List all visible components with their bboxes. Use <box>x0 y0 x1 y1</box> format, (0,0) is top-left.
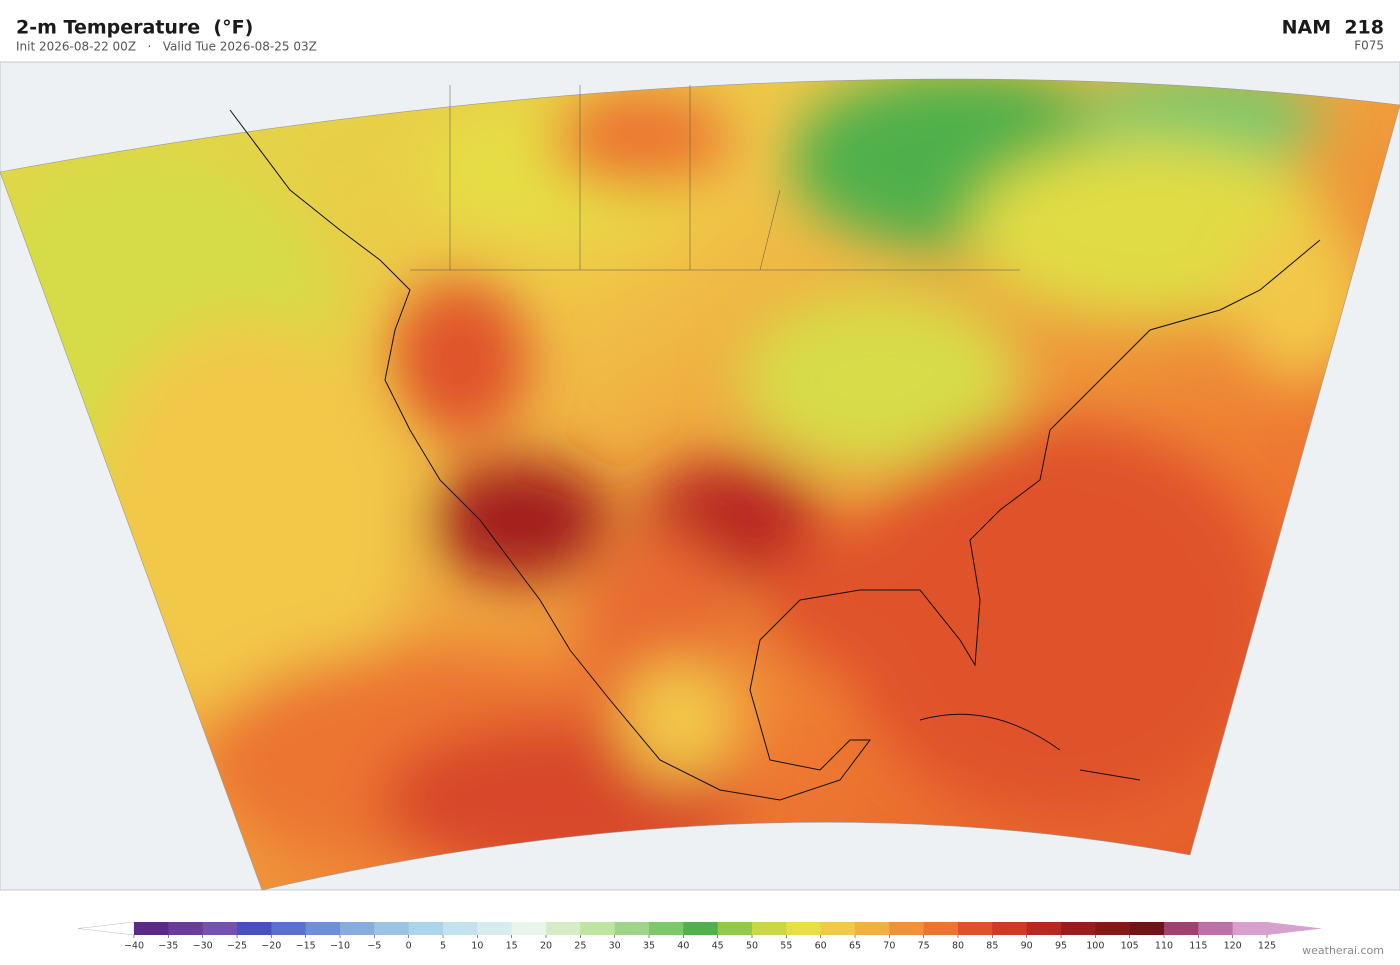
colorbar-bin <box>786 922 822 935</box>
colorbar-tick-label: 5 <box>440 941 446 952</box>
colorbar-tick-label: −40 <box>124 941 144 952</box>
islands <box>919 713 1141 781</box>
colorbar-tick-label: 25 <box>574 941 586 952</box>
colorbar-bin <box>649 922 684 935</box>
colorbar-tick-label: 125 <box>1258 941 1276 952</box>
colorbar-bin <box>717 922 753 935</box>
colorbar-tick-label: 45 <box>712 941 724 952</box>
colorbar-tick-label: 60 <box>815 941 827 952</box>
colorbar-tick-label: 120 <box>1224 941 1242 952</box>
colorbar-tick-label: 50 <box>746 941 758 952</box>
model-name: NAM 218 <box>1282 17 1384 39</box>
colorbar-tick-label: −35 <box>158 941 178 952</box>
colorbar-bin <box>855 922 890 935</box>
colorbar-tick-label: 105 <box>1121 941 1139 952</box>
colorbar-tick-label: 115 <box>1189 941 1207 952</box>
field-blobs <box>0 79 1370 880</box>
colorbar-tick-label: 85 <box>986 941 998 952</box>
colorbar-bin <box>1061 922 1096 935</box>
colorbar-tick-label: 20 <box>540 941 552 952</box>
colorbar: −40 −35 −30 −25 −20 −15 −10 −5 0 5 10 15 20 25 30 35 40 4… <box>77 921 1322 952</box>
colorbar-tick-label: −10 <box>330 941 350 952</box>
colorbar-tick-label: 55 <box>780 941 792 952</box>
colorbar-tick-label: 0 <box>406 941 412 952</box>
colorbar-bin <box>752 922 787 935</box>
colorbar-bin <box>923 922 959 935</box>
colorbar-bin <box>511 922 547 935</box>
colorbar-bin <box>443 922 478 935</box>
colorbar-tick-label: 75 <box>918 941 930 952</box>
colorbar-bin <box>168 922 204 935</box>
colorbar-bin <box>683 922 719 935</box>
colorbar-bin <box>1129 922 1165 935</box>
colorbar-bin <box>134 922 169 935</box>
colorbar-tick-label: 80 <box>952 941 964 952</box>
colorbar-tick-label: −15 <box>296 941 316 952</box>
colorbar-bin <box>820 922 856 935</box>
domain-outline <box>0 78 1400 891</box>
coastline <box>229 109 1321 801</box>
colorbar-bin <box>340 922 375 935</box>
colorbar-bin <box>958 922 993 935</box>
colorbar-under <box>77 921 135 936</box>
colorbar-bin <box>992 922 1028 935</box>
colorbar-tick-label: 100 <box>1086 941 1104 952</box>
colorbar-tick-label: 110 <box>1155 941 1173 952</box>
borders <box>410 85 1020 271</box>
colorbar-tick-label: −20 <box>261 941 281 952</box>
colorbar-bin <box>374 922 410 935</box>
colorbar-tick-label: −25 <box>227 941 247 952</box>
colorbar-bin <box>1095 922 1131 935</box>
colorbar-tick-label: 35 <box>643 941 655 952</box>
colorbar-tick-label: 65 <box>849 941 861 952</box>
colorbar-bin <box>305 922 341 935</box>
title: 2-m Temperature (°F) <box>16 17 253 39</box>
colorbar-tick-label: 40 <box>677 941 689 952</box>
watermark: weatherai.com <box>1302 944 1384 957</box>
colorbar-tick-label: −5 <box>367 941 381 952</box>
colorbar-over <box>1267 922 1322 935</box>
colorbar-bin <box>1164 922 1199 935</box>
colorbar-bin <box>237 922 272 935</box>
colorbar-bin <box>1232 922 1268 935</box>
colorbar-tick-label: 15 <box>506 941 518 952</box>
colorbar-tick-label: −30 <box>193 941 213 952</box>
temperature-field <box>0 79 1400 890</box>
forecast-hour: F075 <box>1354 39 1384 53</box>
colorbar-bin <box>477 922 513 935</box>
colorbar-bin <box>1198 922 1234 935</box>
colorbar-tick-label: 70 <box>883 941 895 952</box>
colorbar-bin <box>271 922 307 935</box>
colorbar-tick-label: 10 <box>471 941 483 952</box>
subtitle: Init 2026-08-22 00Z · Valid Tue 2026-08-… <box>16 40 317 54</box>
colorbar-bin <box>889 922 925 935</box>
colorbar-bin <box>614 922 650 935</box>
colorbar-bin <box>202 922 238 935</box>
colorbar-tick-label: 90 <box>1021 941 1033 952</box>
colorbar-tick-label: 30 <box>609 941 621 952</box>
colorbar-bin <box>1026 922 1062 935</box>
colorbar-bin <box>408 922 444 935</box>
colorbar-bin <box>546 922 581 935</box>
colorbar-bin <box>580 922 616 935</box>
colorbar-tick-label: 95 <box>1055 941 1067 952</box>
